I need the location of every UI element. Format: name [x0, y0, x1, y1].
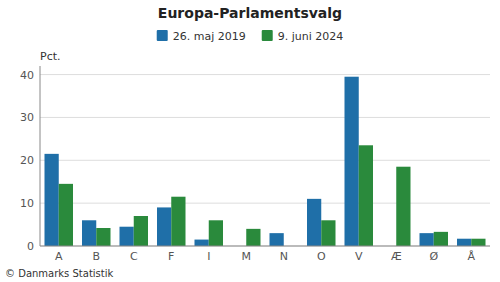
x-tick-label: Å	[467, 250, 475, 263]
bar	[396, 167, 410, 246]
x-tick-label: O	[317, 250, 326, 263]
bar	[96, 228, 110, 246]
grid-line	[40, 117, 490, 118]
x-tick-label: I	[207, 250, 210, 263]
x-tick-label: F	[168, 250, 174, 263]
legend-swatch	[157, 30, 168, 41]
bar	[134, 216, 148, 246]
annotation: © Danmarks Statistik	[5, 268, 114, 279]
y-tick-label: 30	[20, 111, 34, 124]
y-tick-label: 10	[20, 197, 34, 210]
legend-swatch	[262, 30, 273, 41]
grid-line	[40, 160, 490, 161]
legend-label: 26. maj 2019	[173, 30, 246, 43]
bar	[321, 220, 335, 246]
bar	[434, 232, 448, 246]
y-tick-label: 0	[27, 240, 34, 253]
bar	[345, 77, 359, 246]
bar	[209, 220, 223, 246]
y-tick-label: 20	[20, 154, 34, 167]
bar	[307, 199, 321, 246]
bar	[157, 207, 171, 246]
bar	[195, 240, 209, 246]
chart: Europa-Parlamentsvalg 26. maj 2019 9. juni…	[0, 0, 500, 282]
bar	[120, 227, 134, 246]
bar	[420, 233, 434, 246]
legend-item: 26. maj 2019	[157, 30, 246, 43]
y-axis: 0 10 20 30 40	[20, 69, 490, 253]
bar	[171, 197, 185, 246]
x-tick-label: V	[355, 250, 363, 263]
x-tick-label: N	[280, 250, 288, 263]
y-axis-line	[40, 66, 41, 246]
x-tick-label: M	[242, 250, 252, 263]
x-axis: ABCFIMNOVÆØÅ	[55, 250, 476, 263]
bar	[471, 239, 485, 246]
bar	[45, 154, 59, 246]
y-tick-label: 40	[20, 69, 34, 82]
bar	[59, 184, 73, 246]
bar	[359, 145, 373, 246]
grid-line	[40, 203, 490, 204]
x-tick-label: A	[55, 250, 63, 263]
x-tick-label: B	[92, 250, 100, 263]
legend-label: 9. juni 2024	[278, 30, 344, 43]
grid-line	[40, 74, 490, 75]
grid-line	[40, 246, 490, 247]
bar	[457, 239, 471, 246]
bar	[82, 220, 96, 246]
x-tick-label: Ø	[429, 250, 438, 263]
x-tick-label: C	[130, 250, 138, 263]
bar	[270, 233, 284, 246]
x-axis-line	[40, 246, 490, 247]
legend-item: 9. juni 2024	[262, 30, 344, 43]
bar	[246, 229, 260, 246]
bars	[45, 77, 486, 246]
legend: 26. maj 2019 9. juni 2024	[157, 30, 344, 43]
y-axis-label: Pct.	[40, 50, 61, 63]
x-tick-label: Æ	[391, 250, 402, 263]
title: Europa-Parlamentsvalg	[158, 5, 342, 21]
